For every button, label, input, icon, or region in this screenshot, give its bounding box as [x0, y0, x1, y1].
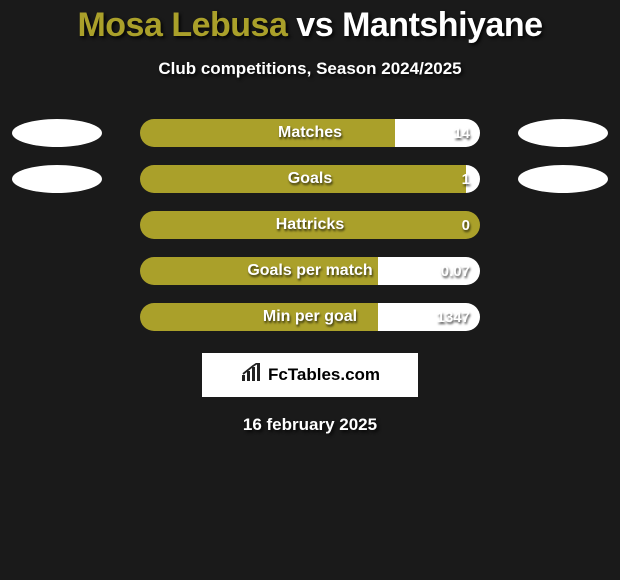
- date-line: 16 february 2025: [0, 415, 620, 435]
- stat-row: Matches14: [0, 119, 620, 147]
- stat-bar: [140, 211, 480, 239]
- stat-bar-left: [140, 119, 395, 147]
- player-left-blob: [12, 119, 102, 147]
- subtitle: Club competitions, Season 2024/2025: [0, 59, 620, 79]
- comparison-infographic: Mosa Lebusa vs Mantshiyane Club competit…: [0, 0, 620, 580]
- stat-row: Goals1: [0, 165, 620, 193]
- stat-bar: [140, 257, 480, 285]
- stat-bar-left: [140, 211, 480, 239]
- stat-bar-left: [140, 303, 378, 331]
- stat-bar: [140, 303, 480, 331]
- stat-bar-left: [140, 165, 466, 193]
- player-right-blob: [518, 165, 608, 193]
- stat-bar: [140, 119, 480, 147]
- chart-icon: [240, 363, 262, 388]
- title-left-name: Mosa Lebusa: [77, 6, 287, 44]
- brand-box: FcTables.com: [202, 353, 418, 397]
- stat-bar: [140, 165, 480, 193]
- player-left-blob: [12, 165, 102, 193]
- page-title: Mosa Lebusa vs Mantshiyane: [0, 6, 620, 45]
- stat-value-right: 0.07: [441, 257, 470, 285]
- title-vs: vs: [287, 6, 342, 44]
- stat-bar-left: [140, 257, 378, 285]
- player-right-blob: [518, 119, 608, 147]
- stat-row: Goals per match0.07: [0, 257, 620, 285]
- stat-value-right: 1: [462, 165, 470, 193]
- title-right-name: Mantshiyane: [342, 6, 542, 44]
- stat-value-right: 1347: [437, 303, 470, 331]
- stat-row: Hattricks0: [0, 211, 620, 239]
- stats-list: Matches14 Goals1 Hattricks0 Goals per match…: [0, 119, 620, 331]
- stat-value-right: 14: [453, 119, 470, 147]
- stat-row: Min per goal1347: [0, 303, 620, 331]
- brand-text: FcTables.com: [268, 365, 380, 385]
- stat-value-right: 0: [462, 211, 470, 239]
